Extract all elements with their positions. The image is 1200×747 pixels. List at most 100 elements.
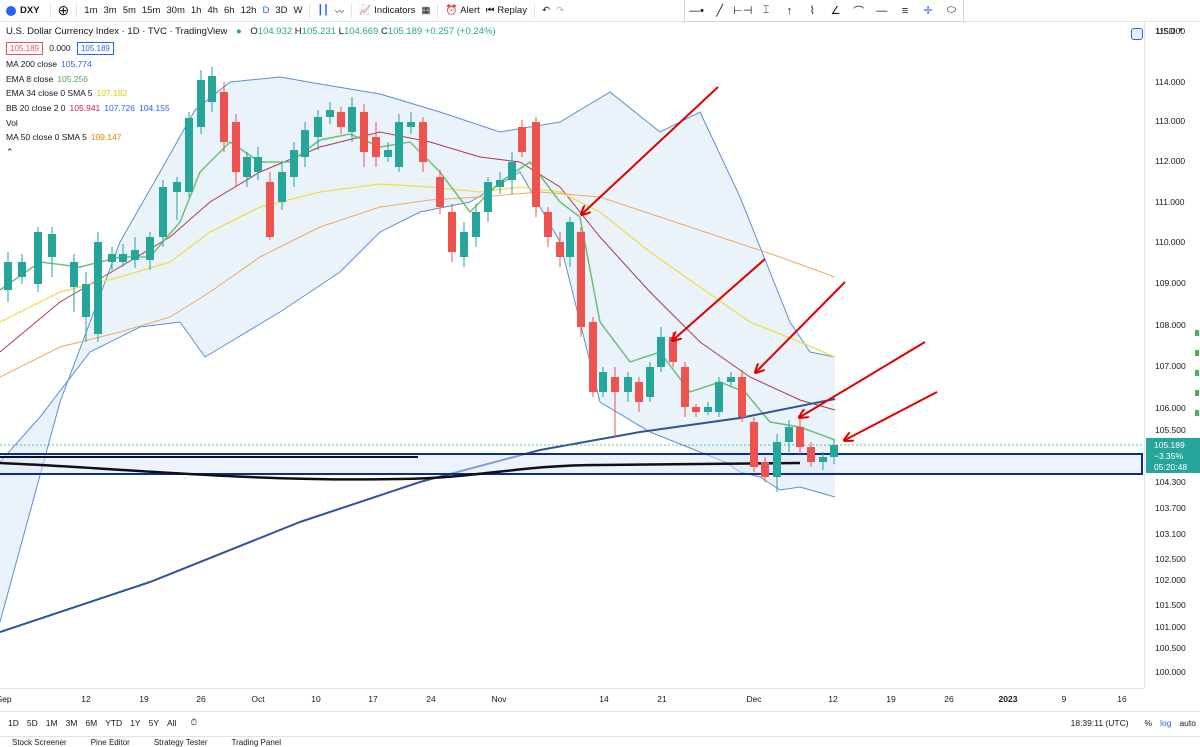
ellipse-icon[interactable]: ⬭ xyxy=(946,4,956,16)
fib-icon[interactable]: ≡ xyxy=(901,4,909,17)
range-all[interactable]: All xyxy=(167,717,177,728)
replay-button[interactable]: ⏮ Replay xyxy=(485,5,527,16)
range-3m[interactable]: 3M xyxy=(65,717,78,728)
symbol-search[interactable]: DXY xyxy=(0,5,46,16)
auto-scale-icon[interactable] xyxy=(1131,28,1143,40)
redo-icon[interactable]: ↷ xyxy=(555,5,564,16)
price-axis[interactable]: USD ▾ 115.000 114.000 113.000 112.000 111.00… xyxy=(1144,22,1200,688)
interval-3m[interactable]: 3m xyxy=(103,5,117,16)
candle xyxy=(348,97,356,142)
indicator-value: 107.182 xyxy=(96,88,128,99)
candle xyxy=(589,317,597,397)
indicators-icon: 📈 xyxy=(359,5,372,16)
angle-icon[interactable]: ∠ xyxy=(830,5,841,17)
alert-button[interactable]: ⏰ Alert xyxy=(445,5,480,16)
interval-30m[interactable]: 30m xyxy=(166,5,185,16)
indicator-value: 105.941 xyxy=(69,102,101,113)
crosshair-icon[interactable]: ✛ xyxy=(923,5,933,17)
range-6m[interactable]: 6M xyxy=(85,717,98,728)
indicator-row[interactable]: BB 20 close 2 0 105.941 107.726 104.155 xyxy=(6,101,496,116)
candle-body xyxy=(301,130,309,157)
horizontal-line-icon[interactable]: — xyxy=(876,4,888,17)
interval-w[interactable]: W xyxy=(293,5,303,16)
candle xyxy=(518,120,526,157)
currency-dropdown-icon[interactable]: ▾ xyxy=(1179,27,1183,34)
support-zone[interactable] xyxy=(0,453,1143,481)
range-5y[interactable]: 5Y xyxy=(148,717,159,728)
candle xyxy=(819,452,827,470)
goto-date-icon[interactable]: ⏱ xyxy=(190,717,198,727)
indicator-row[interactable]: Vol xyxy=(6,116,496,131)
indicator-row[interactable]: EMA 34 close 0 SMA 5 107.182 xyxy=(6,86,496,101)
time-axis[interactable]: Sep 12 19 26 Oct 10 17 24 Nov 14 21 Dec 12 19 26 2023 9 1… xyxy=(0,688,1144,708)
range-5d[interactable]: 5D xyxy=(26,717,38,728)
annotation-arrows[interactable] xyxy=(582,86,938,440)
interval-1m[interactable]: 1m xyxy=(84,5,98,16)
undo-icon[interactable]: ↶ xyxy=(541,5,550,16)
interval-d[interactable]: D xyxy=(262,5,270,16)
indicator-row[interactable]: MA 200 close 105.774 xyxy=(6,57,496,72)
candle xyxy=(131,237,139,268)
layout-icon[interactable]: ▦ xyxy=(421,5,431,16)
path-icon[interactable]: ⌇ xyxy=(809,5,816,17)
cross-line-icon[interactable]: ⌶ xyxy=(762,4,770,16)
replay-icon: ⏮ xyxy=(485,5,495,16)
candle-body xyxy=(337,112,345,127)
candle xyxy=(624,372,632,402)
panel-tab[interactable]: Pine Editor xyxy=(90,738,130,747)
legend-title: U.S. Dollar Currency Index · 1D · TVC · … xyxy=(6,26,228,37)
legend-collapse-icon[interactable]: ⌃ xyxy=(6,146,14,157)
candle-body xyxy=(599,372,607,392)
range-1m[interactable]: 1M xyxy=(45,717,58,728)
indicator-row[interactable]: MA 50 close 0 SMA 5 109.147 xyxy=(6,130,496,145)
interval-1h[interactable]: 1h xyxy=(190,5,202,16)
utc-clock[interactable]: 18:39:11 (UTC) xyxy=(1070,717,1129,728)
panel-tab[interactable]: Strategy Tester xyxy=(153,738,208,747)
chart-type-line-icon[interactable]: 〰 xyxy=(334,6,345,18)
horizontal-ray-icon[interactable]: —• xyxy=(689,4,704,17)
interval-15m[interactable]: 15m xyxy=(141,5,161,16)
chart-type-candles-icon[interactable]: ┃┃ xyxy=(317,5,329,16)
candle xyxy=(159,180,167,247)
log-toggle[interactable]: log xyxy=(1160,717,1172,728)
candle xyxy=(70,254,78,312)
candle xyxy=(4,252,12,302)
candle-body xyxy=(669,337,677,362)
time-tick-label: 26 xyxy=(196,694,206,704)
candle xyxy=(796,417,804,454)
interval-4h[interactable]: 4h xyxy=(207,5,219,16)
candle-body xyxy=(266,182,274,237)
sell-price[interactable]: 105.189 xyxy=(6,41,43,55)
time-tick-label: 24 xyxy=(426,694,436,704)
candle-body xyxy=(108,254,116,262)
indicator-value: 104.155 xyxy=(139,102,170,113)
buy-price[interactable]: 105.189 xyxy=(76,41,114,55)
price-chart[interactable] xyxy=(0,22,1144,688)
indicator-label: MA 200 close xyxy=(6,59,58,70)
curve-icon[interactable]: ⌒ xyxy=(853,5,865,18)
panel-tab[interactable]: Stock Screener xyxy=(12,738,67,747)
interval-6h[interactable]: 6h xyxy=(224,5,235,16)
range-ytd[interactable]: YTD xyxy=(105,717,123,728)
range-1d[interactable]: 1D xyxy=(8,717,19,728)
arrow-up-icon[interactable]: ↑ xyxy=(786,4,792,17)
right-edge-markers xyxy=(1195,330,1200,430)
trend-line-icon[interactable]: ╱ xyxy=(716,5,724,17)
interval-3d[interactable]: 3D xyxy=(275,5,288,16)
auto-toggle[interactable]: auto xyxy=(1179,717,1196,728)
interval-5m[interactable]: 5m xyxy=(122,5,136,16)
add-symbol-icon[interactable]: ⊕ xyxy=(57,2,70,18)
panel-tab[interactable]: Trading Panel xyxy=(231,738,282,747)
percent-toggle[interactable]: % xyxy=(1144,717,1153,728)
indicators-button[interactable]: 📈 Indicators xyxy=(359,5,416,16)
symbol-name: DXY xyxy=(20,5,40,16)
time-tick-label: Nov xyxy=(491,694,507,704)
currency-label[interactable]: USD xyxy=(1157,26,1175,36)
candle xyxy=(108,247,116,270)
range-1y[interactable]: 1Y xyxy=(130,717,141,728)
indicator-row[interactable]: EMA 8 close 105.256 xyxy=(6,72,496,87)
range-icon[interactable]: ⊢⊣ xyxy=(733,5,753,17)
candle-body xyxy=(460,232,468,257)
candle-body xyxy=(4,262,12,290)
interval-12h[interactable]: 12h xyxy=(240,5,257,16)
